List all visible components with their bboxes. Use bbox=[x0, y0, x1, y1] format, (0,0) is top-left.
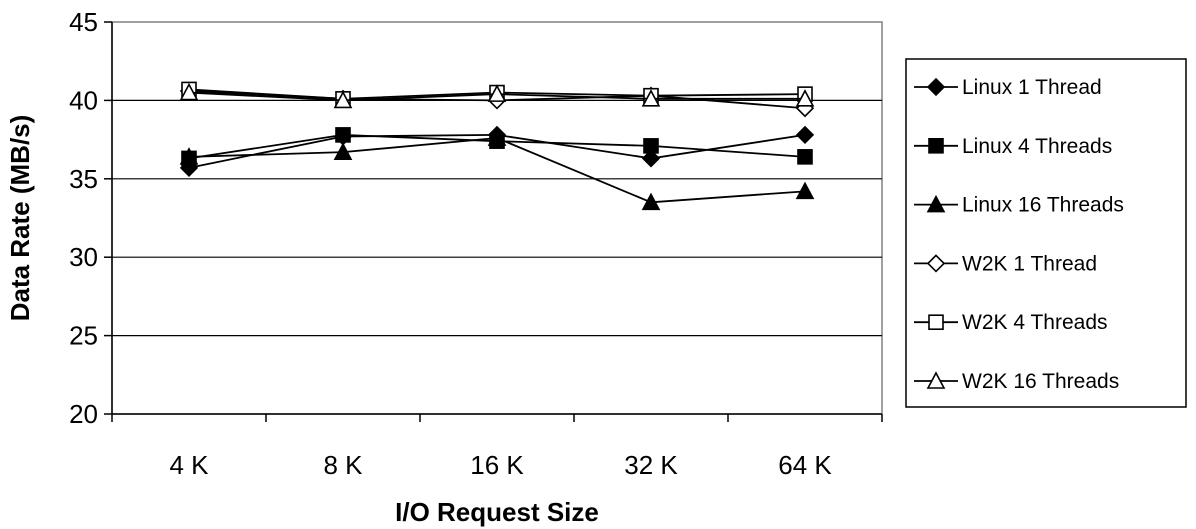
data-point bbox=[641, 149, 661, 168]
y-tick-label: 25 bbox=[69, 321, 98, 351]
data-point bbox=[795, 89, 815, 107]
legend-marker bbox=[928, 138, 944, 154]
axes bbox=[104, 21, 883, 422]
legend-marker bbox=[926, 371, 946, 389]
legend-marker bbox=[926, 254, 946, 273]
legend-label: W2K 1 Thread bbox=[962, 252, 1097, 275]
legend-entry: W2K 4 Threads bbox=[914, 311, 1108, 334]
data-point bbox=[335, 127, 351, 143]
data-point bbox=[179, 147, 199, 165]
legend-label: Linux 4 Threads bbox=[962, 135, 1112, 158]
x-tick-label: 32 K bbox=[624, 450, 678, 480]
x-tick-label: 8 K bbox=[323, 450, 363, 480]
data-point bbox=[487, 84, 507, 102]
plot-area bbox=[111, 21, 883, 415]
data-point bbox=[179, 82, 199, 101]
legend-marker bbox=[926, 194, 946, 213]
legend-label: W2K 16 Threads bbox=[962, 370, 1119, 393]
y-tick-label: 35 bbox=[69, 164, 98, 194]
x-tick-label: 16 K bbox=[470, 450, 524, 480]
legend-entry: W2K 1 Thread bbox=[914, 252, 1097, 275]
y-tick-label: 40 bbox=[69, 85, 98, 115]
y-axis-title: Data Rate (MB/s) bbox=[5, 115, 35, 322]
x-tick-label: 4 K bbox=[169, 450, 209, 480]
legend-marker bbox=[928, 314, 944, 331]
data-point bbox=[797, 149, 813, 165]
data-point bbox=[333, 142, 353, 160]
x-axis-title: I/O Request Size bbox=[395, 497, 599, 527]
y-tick-label: 20 bbox=[69, 399, 98, 429]
data-point bbox=[795, 181, 815, 200]
legend-label: Linux 1 Thread bbox=[962, 76, 1102, 99]
x-tick-label: 64 K bbox=[778, 450, 832, 480]
data-point bbox=[641, 89, 661, 107]
y-tick-label: 30 bbox=[69, 242, 98, 272]
y-tick-labels: 20 25 30 35 40 45 bbox=[69, 7, 98, 429]
legend-box bbox=[905, 58, 1187, 408]
data-point bbox=[333, 90, 353, 109]
y-tick-label: 45 bbox=[69, 7, 98, 37]
data-point bbox=[643, 138, 659, 154]
legend: Linux 1 Thread Linux 4 Threads Linux 16 Th… bbox=[905, 58, 1187, 408]
legend-entry: Linux 1 Thread bbox=[914, 76, 1102, 99]
legend-entry: W2K 16 Threads bbox=[914, 370, 1119, 393]
legend-entry: Linux 4 Threads bbox=[914, 135, 1112, 158]
legend-label: W2K 4 Threads bbox=[962, 311, 1108, 334]
data-point bbox=[795, 125, 815, 145]
data-point bbox=[487, 128, 507, 146]
data-point bbox=[641, 192, 661, 211]
legend-label: Linux 16 Threads bbox=[962, 194, 1124, 217]
legend-marker bbox=[926, 77, 946, 97]
legend-entry: Linux 16 Threads bbox=[914, 194, 1124, 217]
x-tick-labels: 4 K 8 K 16 K 32 K 64 K bbox=[169, 450, 832, 480]
series-6 bbox=[179, 82, 815, 109]
series-layer bbox=[179, 81, 815, 211]
series-3 bbox=[179, 128, 815, 211]
